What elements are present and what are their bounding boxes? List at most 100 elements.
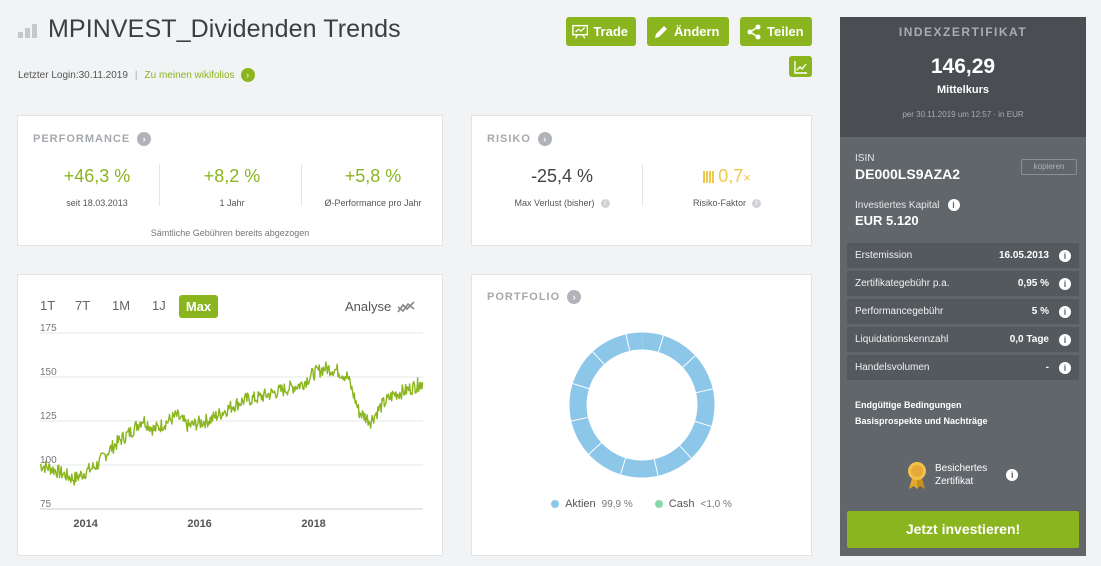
timeframe-7t[interactable]: 7T: [75, 298, 91, 313]
arrow-right-icon[interactable]: ›: [137, 132, 152, 146]
price-chart[interactable]: 175 150 125 100 75 2014 2016 2018: [18, 275, 444, 557]
x-tick-label: 2014: [73, 518, 98, 530]
badge-line-2: Zertifikat: [935, 476, 974, 487]
price-label: Mittelkurs: [937, 84, 989, 96]
metric-label: 1 Jahr: [219, 198, 245, 208]
wikifolios-link[interactable]: Zu meinen wikifolios: [144, 69, 235, 81]
chart-bars-icon: [18, 24, 38, 38]
metric-label: seit 18.03.2013: [66, 198, 128, 208]
risk-card: RISIKO › -25,4 % Max Verlust (bisher) i 0…: [471, 115, 812, 246]
isin-value: DE000LS9AZA2: [855, 166, 961, 182]
info-icon[interactable]: i: [1059, 277, 1071, 290]
x-tick-label: 2018: [301, 518, 325, 530]
arrow-right-icon[interactable]: ›: [537, 132, 552, 146]
donut-separator: [696, 388, 713, 394]
chart-compare-button[interactable]: [789, 56, 812, 77]
trade-label: Trade: [593, 24, 628, 39]
legend-dot: [551, 500, 560, 509]
metric-one-year: +8,2 % 1 Jahr: [168, 166, 296, 208]
timeframe-1j[interactable]: 1J: [152, 298, 166, 313]
legend-dot: [654, 500, 663, 509]
donut-separator: [571, 416, 588, 422]
share-icon: [747, 24, 761, 39]
invest-button[interactable]: Jetzt investieren!: [847, 511, 1079, 548]
info-icon[interactable]: i: [947, 199, 960, 211]
donut-separator: [682, 355, 696, 368]
capital-label-text: Investiertes Kapital: [855, 199, 940, 211]
legend-cash: Cash <1,0 %: [654, 498, 732, 510]
timeframe-1t[interactable]: 1T: [40, 298, 56, 313]
row-label: Zertifikategebühr p.a.: [855, 278, 950, 289]
donut-separator: [588, 442, 602, 455]
divider: [642, 164, 643, 206]
secured-certificate-badge: Besichertes Zertifikat i: [906, 460, 1019, 490]
certificate-details: ISIN DE000LS9AZA2 kopieren Investiertes …: [840, 137, 1086, 556]
final-terms-link[interactable]: Endgültige Bedingungen: [855, 400, 962, 410]
row-value: 0,95 %: [1017, 278, 1049, 289]
copy-isin-button[interactable]: kopieren: [1021, 159, 1077, 175]
info-icon[interactable]: i: [1059, 249, 1071, 262]
info-icon[interactable]: i: [1059, 333, 1071, 346]
page-title: MPINVEST_Dividenden Trends: [48, 15, 401, 43]
metric-value: -25,4 %: [530, 166, 594, 186]
isin-label: ISIN: [855, 153, 875, 164]
portfolio-legend: Aktien 99,9 % Cash <1,0 %: [472, 498, 811, 510]
arrow-right-icon[interactable]: ›: [567, 290, 582, 304]
analyse-label: Analyse: [345, 299, 392, 314]
trade-button[interactable]: Trade: [566, 17, 636, 46]
risk-title-text: RISIKO: [487, 133, 531, 145]
divider: [301, 164, 302, 206]
legend-aktien: Aktien 99,9 %: [551, 498, 633, 510]
share-label: Teilen: [767, 24, 804, 39]
risk-factor-suffix: ×: [743, 170, 751, 185]
info-icon[interactable]: i: [1059, 361, 1071, 374]
chart-card: 1T 7T 1M 1J Max Analyse 175 150 125 100 75 20…: [17, 274, 443, 556]
certificate-header: INDEXZERTIFIKAT 146,29 Mittelkurs per 30…: [840, 17, 1086, 137]
performance-card: PERFORMANCE › +46,3 % seit 18.03.2013 +8…: [17, 115, 443, 246]
row-value: 16.05.2013: [998, 250, 1049, 261]
portfolio-card: PORTFOLIO › Aktien 99,9 % Cash <1,0 %: [471, 274, 812, 556]
donut-separator: [620, 457, 627, 475]
row-value: 5 %: [1031, 306, 1049, 317]
analyse-button[interactable]: Analyse: [345, 299, 415, 314]
legend-name: Cash: [668, 498, 695, 510]
donut-separator: [592, 351, 605, 365]
detail-row-volume: Handelsvolumen - i: [847, 355, 1079, 380]
metric-avg-per-year: +5,8 % Ø-Performance pro Jahr: [308, 166, 438, 208]
portfolio-donut[interactable]: [472, 275, 813, 557]
x-tick-label: 2016: [187, 518, 211, 530]
info-icon[interactable]: i: [1059, 305, 1071, 318]
certificate-title: INDEXZERTIFIKAT: [898, 25, 1028, 39]
capital-label: Investiertes Kapital i: [855, 199, 960, 211]
timeframe-1m[interactable]: 1M: [112, 298, 131, 313]
metric-value: +46,3 %: [63, 166, 131, 186]
arrow-right-icon[interactable]: ›: [240, 68, 255, 82]
detail-row-liquidation: Liquidationskennzahl 0,0 Tage i: [847, 327, 1079, 352]
portfolio-title-text: PORTFOLIO: [487, 291, 561, 303]
divider: [159, 164, 160, 206]
metric-since-start: +46,3 % seit 18.03.2013: [33, 166, 161, 208]
y-tick-label: 75: [40, 499, 52, 510]
metric-risk-factor: 0,7× Risiko-Faktor i: [652, 166, 802, 209]
metric-label: Ø-Performance pro Jahr: [324, 198, 422, 208]
share-button[interactable]: Teilen: [740, 17, 812, 46]
metric-value: +5,8 %: [344, 166, 402, 186]
price-series-line: [39, 361, 424, 486]
edit-button[interactable]: Ändern: [647, 17, 729, 46]
donut-separator: [679, 445, 692, 459]
trend-chart-icon: [793, 60, 807, 74]
presentation-icon: [572, 24, 589, 39]
donut-slice-aktien[interactable]: [569, 332, 715, 478]
legend-value: <1,0 %: [700, 499, 732, 510]
pencil-icon: [655, 25, 667, 38]
timeframe-max[interactable]: Max: [179, 295, 218, 318]
last-login: Letzter Login:30.11.2019: [18, 69, 128, 81]
y-tick-label: 125: [40, 411, 57, 422]
separator: |: [134, 69, 138, 81]
info-icon[interactable]: i: [752, 199, 761, 209]
info-icon[interactable]: i: [1006, 469, 1019, 481]
info-icon[interactable]: i: [600, 199, 610, 209]
prospectus-link[interactable]: Basisprospekte und Nachträge: [855, 416, 988, 426]
badge-line-1: Besichertes: [935, 463, 988, 474]
y-tick-label: 100: [40, 455, 57, 466]
